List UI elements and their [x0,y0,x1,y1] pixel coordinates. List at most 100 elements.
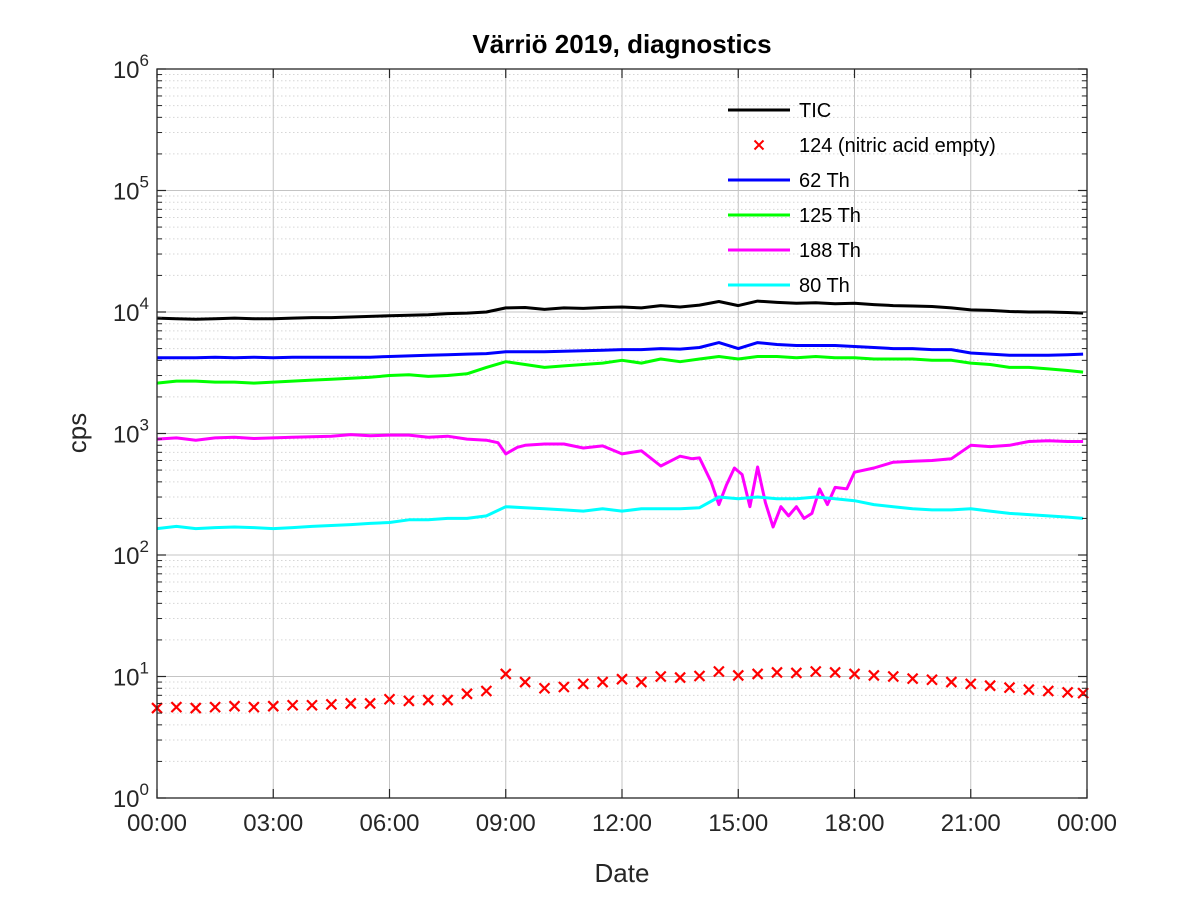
data-point-marker [984,679,996,692]
data-point-marker [732,669,745,682]
data-point-marker [1023,683,1035,696]
legend-label-tic: TIC [799,100,831,122]
data-point-marker [306,699,318,712]
data-point-marker [848,668,861,680]
legend-label-124-nitric-acid-empty: 124 (nitric acid empty) [799,135,996,157]
chart-title: Värriö 2019, diagnostics [472,29,771,59]
y-tick-label: 100 [113,780,149,813]
x-tick-label: 09:00 [476,810,536,837]
data-point-marker [868,669,880,682]
legend-marker-124-nitric-acid-empty [753,139,765,151]
data-point-marker [1061,686,1074,699]
data-point-marker [713,665,725,678]
legend-label-80-th: 80 Th [799,275,850,297]
data-point-marker [364,697,376,710]
y-tick-exponent: 2 [140,537,149,556]
data-point-marker [751,668,764,680]
data-point-marker [577,678,590,690]
data-point-marker [558,681,570,693]
y-tick-exponent: 1 [140,659,149,678]
tick-marks [156,68,1088,799]
data-point-marker [674,671,686,684]
data-point-marker [693,670,706,682]
y-tick-exponent: 5 [140,173,149,192]
data-point-marker [829,666,841,679]
data-point-marker [538,682,551,695]
data-point-marker [964,678,977,690]
series-124-nitric-acid-empty [151,665,1089,714]
y-tick-base: 10 [113,179,140,206]
data-point-marker [170,701,183,713]
x-tick-label: 00:00 [127,810,187,837]
data-point-marker [906,672,919,685]
series-layer [151,299,1089,714]
x-tick-label: 18:00 [824,810,884,837]
data-point-marker [945,676,958,688]
data-point-marker [480,685,493,697]
legend: TIC 124 (nitric acid empty) 62 Th 125 Th 188… [728,100,996,297]
y-tick-label: 101 [113,659,149,692]
legend-label-188-th: 188 Th [799,240,861,262]
x-tick-label: 03:00 [243,810,303,837]
y-tick-base: 10 [113,786,140,813]
data-point-marker [790,667,803,679]
data-point-marker [809,665,822,678]
y-tick-exponent: 6 [140,51,149,70]
x-tick-label: 21:00 [941,810,1001,837]
series-line-125-th [156,355,1084,385]
y-tick-exponent: 4 [140,294,149,313]
series-line-80-th [156,495,1084,531]
data-point-marker [596,676,609,688]
data-point-marker [383,693,396,706]
y-tick-base: 10 [113,665,140,692]
data-point-marker [228,700,241,712]
y-tick-label: 106 [113,51,149,84]
data-point-marker [461,688,473,700]
data-point-marker [499,668,512,680]
data-point-marker [441,694,454,706]
y-tick-label: 102 [113,537,149,570]
data-point-marker [344,697,357,710]
x-tick-label: 06:00 [359,810,419,837]
data-point-marker [1042,685,1055,697]
data-point-marker [209,701,221,713]
y-axis-title: cps [62,413,92,453]
data-point-marker [635,676,648,688]
data-point-marker [519,676,531,688]
y-tick-base: 10 [113,422,140,449]
y-tick-base: 10 [113,300,140,327]
data-point-marker [403,695,415,707]
legend-label-62-th: 62 Th [799,170,850,192]
y-tick-exponent: 3 [140,416,149,435]
data-point-marker [267,700,280,712]
data-point-marker [286,699,299,712]
series-line-188-th [156,433,1084,529]
data-point-marker [422,694,435,706]
y-tick-label: 105 [113,173,149,206]
x-tick-labels: 00:00 03:00 06:00 09:00 12:00 15:00 18:00 21:00… [127,810,1117,837]
x-axis-title: Date [595,858,650,888]
series-line-tic [156,299,1084,321]
data-point-marker [325,698,338,711]
x-tick-label: 15:00 [708,810,768,837]
y-tick-label: 103 [113,416,149,449]
data-point-marker [887,670,900,683]
data-point-marker [248,701,260,713]
data-point-marker [771,666,783,679]
y-tick-label: 104 [113,294,149,327]
data-point-marker [654,670,667,683]
series-line-62-th [157,341,1084,360]
y-tick-exponent: 0 [140,780,149,799]
legend-label-125-th: 125 Th [799,205,861,227]
data-point-marker [616,673,628,685]
data-point-marker [926,673,938,686]
y-tick-base: 10 [113,543,140,570]
x-tick-label: 12:00 [592,810,652,837]
y-tick-base: 10 [113,57,140,84]
data-point-marker [1003,681,1016,694]
data-point-marker [189,702,202,714]
x-tick-label: 00:00 [1057,810,1117,837]
